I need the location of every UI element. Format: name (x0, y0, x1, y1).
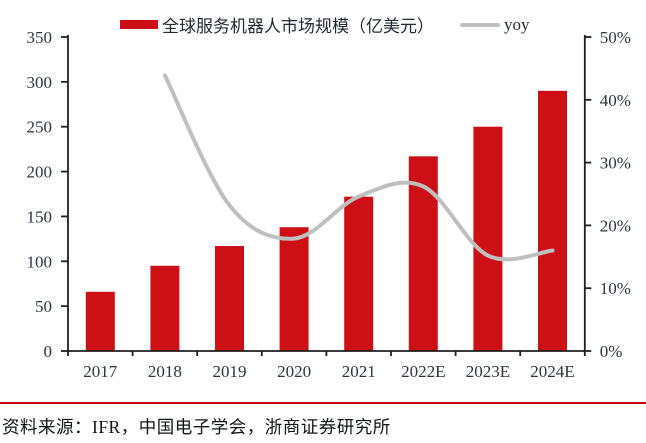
bar-2024E (538, 90, 567, 351)
left-axis-label-200: 200 (27, 163, 53, 182)
x-label-2021: 2021 (342, 362, 376, 381)
chart-canvas: 0 50 100 150 200 250 300 350 0% 10% 20% 30% 40% 50% 20… (27, 28, 631, 381)
left-axis-label-150: 150 (27, 207, 53, 226)
x-label-2020: 2020 (277, 362, 311, 381)
left-axis-label-100: 100 (27, 252, 53, 271)
left-axis-label-300: 300 (27, 73, 53, 92)
right-axis-label-30%: 30% (600, 154, 631, 173)
x-label-2022E: 2022E (401, 362, 445, 381)
x-label-2023E: 2023E (466, 362, 510, 381)
left-axis-label-350: 350 (27, 28, 53, 47)
x-label-2019: 2019 (213, 362, 247, 381)
x-label-2024E: 2024E (530, 362, 574, 381)
bar-2020 (279, 227, 309, 351)
left-axis-label-250: 250 (27, 118, 53, 137)
right-axis-label-50%: 50% (600, 28, 631, 47)
x-label-2018: 2018 (148, 362, 182, 381)
line-series-label: yoy (504, 14, 530, 34)
yoy-line (162, 73, 555, 262)
source-divider (0, 402, 646, 405)
source-note: 资料来源：IFR，中国电子学会，浙商证券研究所 (2, 417, 391, 437)
left-axis-label-0: 0 (44, 342, 53, 361)
legend-item-line: yoy (460, 15, 530, 35)
legend-item-bar: 全球服务机器人市场规模（亿美元） (120, 12, 434, 37)
bar-2017 (85, 291, 115, 351)
bar-2023E (473, 126, 503, 351)
right-axis-label-0%: 0% (600, 342, 623, 361)
bar-2021 (344, 196, 374, 351)
bar-2022E (408, 156, 438, 351)
chart-legend: 全球服务机器人市场规模（亿美元） yoy (120, 12, 530, 37)
left-axis-label-50: 50 (35, 297, 52, 316)
bar-2018 (150, 265, 180, 351)
right-axis-label-10%: 10% (600, 279, 631, 298)
right-axis-label-40%: 40% (600, 91, 631, 110)
line-series-swatch-icon (460, 22, 500, 27)
x-label-2017: 2017 (83, 362, 118, 381)
bar-series-label: 全球服务机器人市场规模（亿美元） (162, 17, 434, 36)
right-axis-label-20%: 20% (600, 216, 631, 235)
bar-series-swatch-icon (120, 20, 158, 29)
bar-2019 (215, 246, 244, 351)
